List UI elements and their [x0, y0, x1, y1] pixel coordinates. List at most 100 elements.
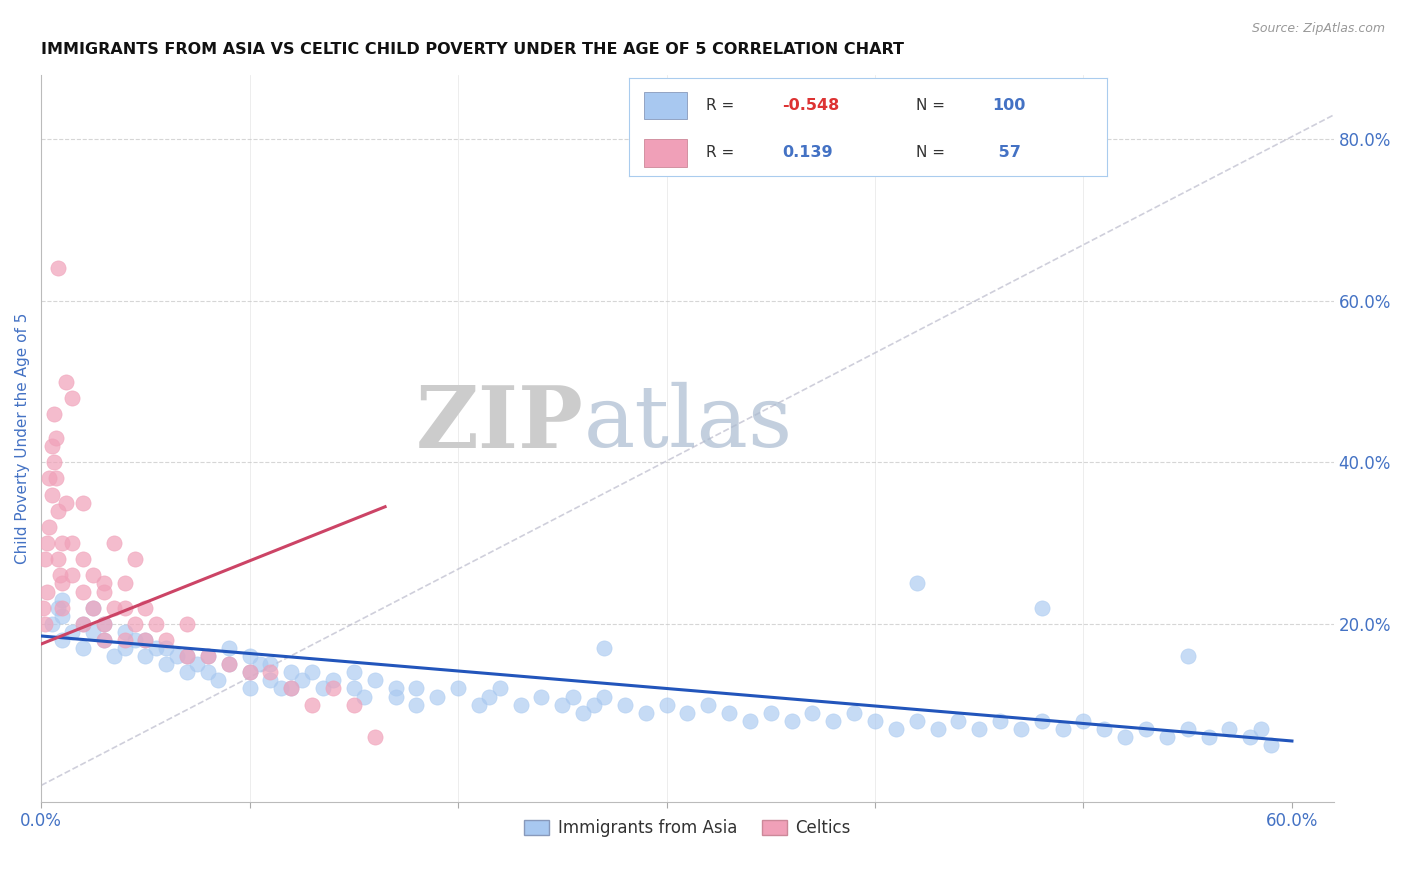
Point — [322, 673, 344, 688]
Legend: Immigrants from Asia, Celtics: Immigrants from Asia, Celtics — [517, 813, 858, 844]
Point — [82, 624, 104, 639]
Point — [1198, 730, 1220, 744]
Point — [280, 681, 302, 696]
Point — [322, 681, 344, 696]
Text: ZIP: ZIP — [416, 382, 583, 466]
Point — [239, 681, 262, 696]
Point — [468, 698, 491, 712]
Point — [280, 665, 302, 680]
Point — [249, 657, 271, 672]
Point — [844, 706, 866, 720]
Point — [93, 616, 115, 631]
Point — [114, 633, 136, 648]
Point — [72, 552, 94, 566]
Point — [41, 616, 63, 631]
Point — [343, 681, 366, 696]
Point — [197, 649, 219, 664]
Point — [114, 600, 136, 615]
Point — [218, 657, 240, 672]
Point — [551, 698, 574, 712]
Point — [34, 552, 56, 566]
Point — [145, 616, 167, 631]
Point — [384, 681, 406, 696]
Point — [51, 600, 73, 615]
Point — [301, 698, 323, 712]
Point — [93, 633, 115, 648]
Point — [488, 681, 510, 696]
Point — [155, 657, 177, 672]
Point — [60, 568, 83, 582]
Text: IMMIGRANTS FROM ASIA VS CELTIC CHILD POVERTY UNDER THE AGE OF 5 CORRELATION CHAR: IMMIGRANTS FROM ASIA VS CELTIC CHILD POV… — [41, 42, 904, 57]
Point — [72, 496, 94, 510]
Point — [1073, 714, 1095, 728]
Point — [46, 261, 69, 276]
Point — [176, 616, 198, 631]
Point — [197, 665, 219, 680]
Point — [676, 706, 699, 720]
Point — [72, 616, 94, 631]
Point — [93, 633, 115, 648]
Point — [93, 576, 115, 591]
Point — [593, 641, 616, 656]
Point — [780, 714, 803, 728]
Point — [239, 649, 262, 664]
Point — [593, 690, 616, 704]
Point — [948, 714, 970, 728]
Point — [46, 600, 69, 615]
Point — [46, 504, 69, 518]
Point — [114, 641, 136, 656]
Point — [239, 665, 262, 680]
Point — [41, 439, 63, 453]
Point — [114, 576, 136, 591]
Point — [988, 714, 1011, 728]
Point — [45, 471, 67, 485]
Point — [697, 698, 720, 712]
Point — [530, 690, 553, 704]
Point — [51, 536, 73, 550]
Point — [218, 657, 240, 672]
Point — [41, 488, 63, 502]
Point — [967, 722, 990, 736]
Point — [311, 681, 333, 696]
Point — [82, 568, 104, 582]
Point — [447, 681, 470, 696]
Point — [343, 665, 366, 680]
Point — [82, 600, 104, 615]
Point — [405, 681, 427, 696]
Point — [280, 681, 302, 696]
Point — [124, 633, 146, 648]
Point — [301, 665, 323, 680]
Point — [259, 657, 281, 672]
Point — [186, 657, 208, 672]
Point — [72, 616, 94, 631]
Point — [72, 584, 94, 599]
Point — [1114, 730, 1136, 744]
Point — [426, 690, 449, 704]
Point — [738, 714, 761, 728]
Point — [1260, 738, 1282, 752]
Point — [572, 706, 595, 720]
Point — [55, 496, 77, 510]
Point — [823, 714, 845, 728]
Text: Source: ZipAtlas.com: Source: ZipAtlas.com — [1251, 22, 1385, 36]
Point — [42, 455, 65, 469]
Point — [218, 641, 240, 656]
Point — [1177, 722, 1199, 736]
Point — [613, 698, 636, 712]
Point — [60, 391, 83, 405]
Point — [93, 616, 115, 631]
Point — [718, 706, 741, 720]
Point — [103, 649, 125, 664]
Point — [1177, 649, 1199, 664]
Point — [884, 722, 907, 736]
Point — [384, 690, 406, 704]
Point — [82, 600, 104, 615]
Text: atlas: atlas — [583, 382, 793, 465]
Point — [259, 665, 281, 680]
Point — [1031, 714, 1053, 728]
Point — [155, 633, 177, 648]
Point — [405, 698, 427, 712]
Point — [176, 649, 198, 664]
Point — [134, 649, 156, 664]
Point — [1031, 600, 1053, 615]
